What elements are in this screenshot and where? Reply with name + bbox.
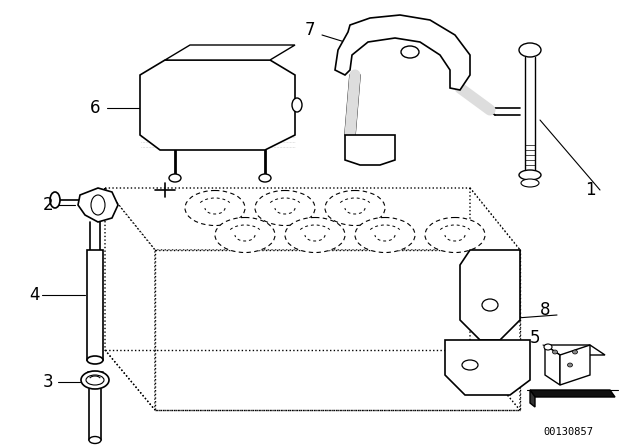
Polygon shape (470, 188, 520, 410)
Ellipse shape (215, 217, 275, 253)
Polygon shape (105, 188, 520, 250)
Ellipse shape (519, 43, 541, 57)
Ellipse shape (169, 174, 181, 182)
Ellipse shape (425, 217, 485, 253)
Polygon shape (87, 250, 103, 360)
Ellipse shape (255, 190, 315, 225)
Polygon shape (530, 390, 535, 407)
Polygon shape (155, 250, 520, 410)
Text: 2: 2 (43, 196, 53, 214)
Polygon shape (335, 15, 470, 90)
Polygon shape (445, 340, 530, 395)
Ellipse shape (355, 217, 415, 253)
Polygon shape (460, 250, 520, 340)
Ellipse shape (544, 344, 552, 350)
Polygon shape (165, 45, 295, 60)
Ellipse shape (573, 350, 577, 354)
Ellipse shape (259, 174, 271, 182)
Text: 8: 8 (540, 301, 550, 319)
Polygon shape (530, 390, 615, 397)
Ellipse shape (519, 170, 541, 180)
Polygon shape (78, 188, 118, 222)
Ellipse shape (86, 375, 104, 385)
Ellipse shape (285, 217, 345, 253)
Ellipse shape (89, 436, 101, 444)
Ellipse shape (87, 356, 103, 364)
Ellipse shape (552, 350, 557, 354)
Polygon shape (560, 345, 590, 385)
Ellipse shape (462, 360, 478, 370)
Text: 4: 4 (29, 286, 40, 304)
Ellipse shape (568, 363, 573, 367)
Text: 7: 7 (305, 21, 316, 39)
Ellipse shape (521, 179, 539, 187)
Ellipse shape (91, 195, 105, 215)
Polygon shape (105, 188, 155, 410)
Text: 6: 6 (90, 99, 100, 117)
Text: 1: 1 (585, 181, 595, 199)
Ellipse shape (482, 299, 498, 311)
Ellipse shape (292, 98, 302, 112)
Text: 3: 3 (43, 373, 53, 391)
Polygon shape (545, 345, 560, 385)
Polygon shape (545, 345, 605, 355)
Polygon shape (345, 135, 395, 165)
Ellipse shape (185, 190, 245, 225)
Ellipse shape (81, 371, 109, 389)
Ellipse shape (325, 190, 385, 225)
Ellipse shape (50, 192, 60, 208)
Ellipse shape (401, 46, 419, 58)
Text: 00130857: 00130857 (543, 427, 593, 437)
Polygon shape (140, 60, 295, 150)
Text: 5: 5 (530, 329, 540, 347)
